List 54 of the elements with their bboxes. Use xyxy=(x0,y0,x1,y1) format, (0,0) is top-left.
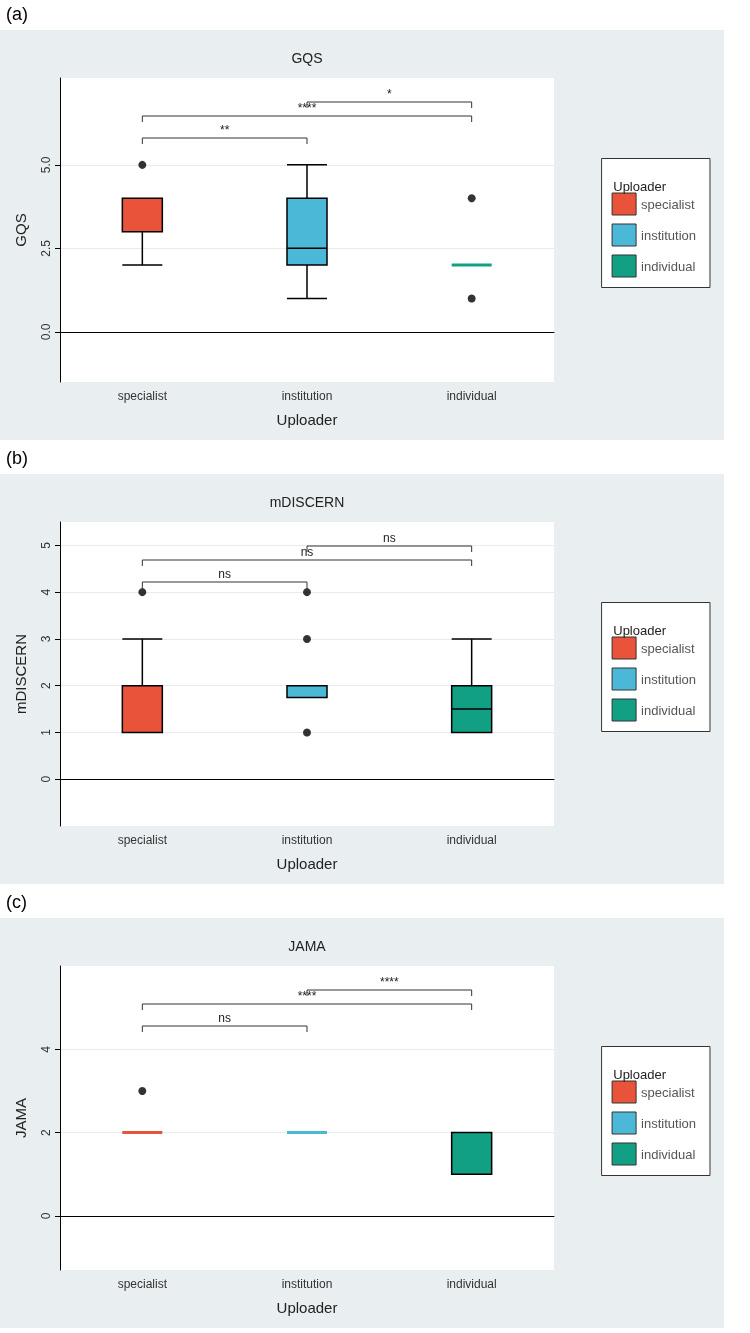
x-tick-label: specialist xyxy=(117,389,168,403)
x-tick-label: individual xyxy=(446,833,497,847)
text: (a) xyxy=(6,4,28,25)
legend-label: specialist xyxy=(641,196,695,212)
legend-label: specialist xyxy=(641,1084,695,1100)
x-tick-label: individual xyxy=(446,1277,497,1291)
legend-label: individual xyxy=(641,258,696,274)
annotation: **** xyxy=(379,975,399,989)
x-tick-label: specialist xyxy=(117,833,168,847)
annotation: ns xyxy=(218,1011,232,1025)
legend-label: specialist xyxy=(641,640,695,656)
legend-title: Uploader xyxy=(613,623,667,638)
text: (c) xyxy=(6,892,27,913)
legend-label: institution xyxy=(641,671,696,687)
legend-label: institution xyxy=(641,227,696,243)
y-tick-label: 3 xyxy=(39,635,53,643)
x-axis-title: Uploader xyxy=(276,1299,338,1316)
annotation: * xyxy=(387,87,392,101)
annotation: ns xyxy=(218,567,232,581)
x-axis-title: Uploader xyxy=(276,411,338,428)
y-axis-title: JAMA xyxy=(12,1097,29,1139)
x-tick-label: institution xyxy=(281,389,333,403)
y-tick-label: 4 xyxy=(39,1045,53,1053)
x-tick-label: individual xyxy=(446,389,497,403)
legend-title: Uploader xyxy=(613,1067,667,1082)
legend-label: individual xyxy=(641,702,696,718)
y-tick-label: 0.0 xyxy=(39,323,53,341)
legend-title: Uploader xyxy=(613,179,667,194)
annotation: **** xyxy=(297,989,317,1003)
x-axis-title: Uploader xyxy=(276,855,338,872)
y-tick-label: 2 xyxy=(39,1128,53,1136)
y-tick-label: 5.0 xyxy=(39,156,53,174)
y-axis-title: GQS xyxy=(12,213,29,247)
y-tick-label: 2 xyxy=(39,682,53,690)
annotation: ** xyxy=(219,123,230,137)
chart-title: JAMA xyxy=(288,938,327,954)
legend-label: individual xyxy=(641,1146,696,1162)
y-axis-title: mDISCERN xyxy=(12,633,29,715)
annotation: ns xyxy=(382,531,396,545)
y-tick-label: 0 xyxy=(39,1212,53,1220)
x-tick-label: specialist xyxy=(117,1277,168,1291)
y-tick-label: 4 xyxy=(39,588,53,596)
annotation: **** xyxy=(297,101,317,115)
x-tick-label: institution xyxy=(281,833,333,847)
legend-label: institution xyxy=(641,1115,696,1131)
chart-title: GQS xyxy=(291,50,323,66)
x-tick-label: institution xyxy=(281,1277,333,1291)
y-tick-label: 2.5 xyxy=(39,239,53,257)
text: (b) xyxy=(6,448,28,469)
chart-title: mDISCERN xyxy=(269,494,345,510)
y-tick-label: 5 xyxy=(39,541,53,549)
annotation: ns xyxy=(300,545,314,559)
y-tick-label: 1 xyxy=(39,728,53,736)
y-tick-label: 0 xyxy=(39,775,53,783)
